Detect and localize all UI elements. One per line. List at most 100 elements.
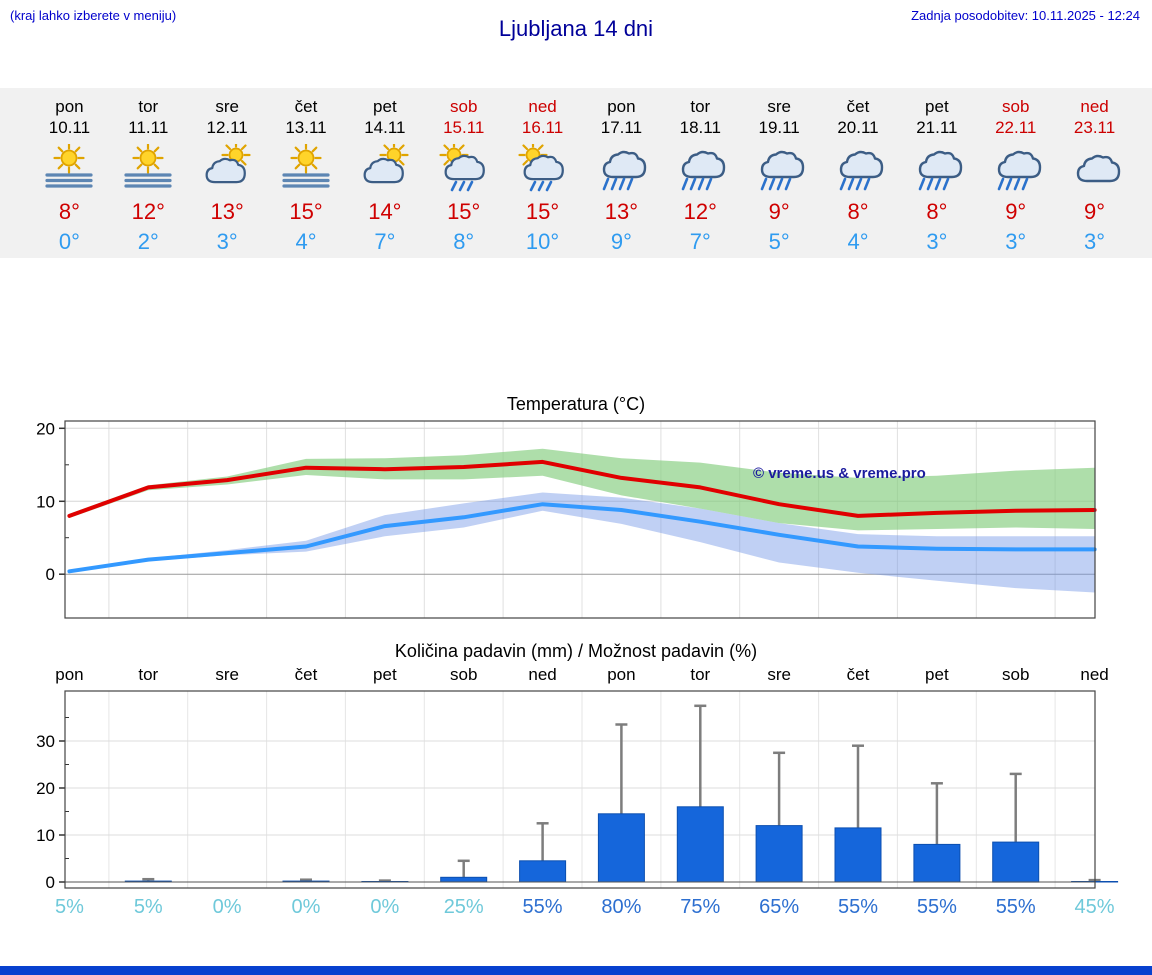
day-name: pet — [925, 97, 949, 116]
day-temp-min: 4° — [847, 229, 869, 254]
temperature-plot: 0 10 20 © vreme.us & vreme.pro — [36, 419, 1097, 619]
day-name: pon — [607, 97, 636, 116]
sun-showers-icon — [503, 140, 582, 194]
day-temp-min: 3° — [1084, 229, 1106, 254]
temperature-chart: 0 10 20 © vreme.us & vreme.pro — [0, 418, 1152, 623]
day-temp-max: 8° — [847, 199, 869, 224]
forecast-strip: pon 10.11 8° 0° tor 11.11 12° 2° sre 12.11 13° 3° če… — [0, 88, 1152, 258]
day-temp-min: 9° — [610, 229, 632, 254]
precip-day-label: sob — [1002, 665, 1030, 684]
precip-probability: 55% — [522, 896, 563, 918]
day-name: pon — [55, 97, 84, 116]
day-temp-min: 2° — [137, 229, 159, 254]
day-temp-max: 12° — [131, 199, 165, 224]
day-column: tor 18.11 12° 7° — [661, 96, 740, 255]
day-name: sre — [767, 97, 791, 116]
temperatura max-line — [67, 459, 1097, 518]
forecast-strip-grid: pon 10.11 8° 0° tor 11.11 12° 2° sre 12.11 13° 3° če… — [30, 96, 1134, 255]
precip-day-label: tor — [138, 665, 159, 684]
footer-bar — [0, 966, 1152, 975]
day-temp-min: 0° — [58, 229, 80, 254]
day-column: pon 17.11 13° 9° — [582, 96, 661, 255]
day-column: čet 13.11 15° 4° — [267, 96, 346, 255]
last-update: Zadnja posodobitev: 10.11.2025 - 12:24 — [911, 8, 1140, 23]
day-temp-min: 10° — [525, 229, 560, 254]
precip-probability-row: 5% 5% 0% 0% 0% 25% 55% 80% 75% 65% 55% 55% 55% 45% — [30, 896, 1134, 928]
rain-icon — [976, 144, 1055, 194]
precip-day-label: čet — [294, 665, 318, 684]
precip-probability: 45% — [1074, 896, 1115, 918]
sun-fog-icon — [109, 142, 188, 194]
sun-showers-icon — [424, 140, 503, 194]
day-temp-max: 13° — [210, 199, 244, 224]
day-name: ned — [528, 97, 557, 116]
precip-probability: 80% — [601, 896, 642, 918]
rain-icon — [661, 144, 740, 194]
day-temp-max: 9° — [1084, 199, 1106, 224]
day-temp-max: 9° — [1005, 199, 1027, 224]
day-name: ned — [1080, 97, 1109, 116]
day-column: pet 14.11 14° 7° — [345, 96, 424, 255]
precip-day-label: pet — [373, 665, 397, 684]
day-name: sob — [450, 97, 478, 116]
day-temp-max: 8° — [58, 199, 80, 224]
day-column: sre 12.11 13° 3° — [188, 96, 267, 255]
day-temp-max: 14° — [368, 199, 402, 224]
day-name: sob — [1002, 97, 1030, 116]
precip-bar — [676, 806, 724, 883]
sun-fog-icon — [30, 142, 109, 194]
day-temp-min: 8° — [453, 229, 475, 254]
day-temp-max: 13° — [604, 199, 639, 224]
day-date: 21.11 — [916, 118, 958, 137]
watermark: © vreme.us & vreme.pro — [753, 465, 926, 482]
day-temp-min: 3° — [926, 229, 948, 254]
day-name: sre — [215, 97, 239, 116]
day-date: 13.11 — [285, 118, 327, 137]
precip-day-label: čet — [846, 665, 870, 684]
svg-text:0: 0 — [46, 565, 55, 584]
day-column: sob 15.11 15° 8° — [424, 96, 503, 255]
day-date: 23.11 — [1073, 118, 1116, 137]
day-date: 12.11 — [206, 118, 248, 137]
precip-bar — [834, 827, 882, 883]
location-menu-note: (kraj lahko izberete v meniju) — [10, 8, 177, 23]
day-name: tor — [690, 97, 711, 116]
day-name: čet — [846, 97, 870, 116]
precip-day-label: pon — [607, 665, 636, 684]
min-uncertainty-band — [69, 492, 1095, 593]
day-temp-max: 12° — [683, 199, 717, 224]
precip-bar — [519, 860, 567, 883]
precip-probability: 0% — [212, 896, 242, 918]
precip-bar — [913, 843, 961, 883]
precip-probability: 5% — [54, 896, 84, 918]
partly-cloudy-icon — [188, 140, 267, 194]
day-date: 14.11 — [364, 118, 406, 137]
day-temp-max: 15° — [447, 199, 481, 224]
precip-day-label: pet — [925, 665, 949, 684]
temperature-chart-title: Temperatura (°C) — [506, 394, 646, 414]
day-date: 10.11 — [48, 118, 91, 137]
precip-day-label: pon — [55, 665, 84, 684]
day-temp-min: 5° — [768, 229, 790, 254]
day-name: pet — [373, 97, 397, 116]
partly-cloudy-icon — [345, 140, 424, 194]
day-date: 15.11 — [443, 118, 485, 137]
rain-icon — [582, 144, 661, 194]
day-name: čet — [294, 97, 318, 116]
rain-icon — [740, 144, 819, 194]
cloudy-icon — [1055, 144, 1134, 194]
precip-probability: 5% — [133, 896, 163, 918]
day-column: pon 10.11 8° 0° — [30, 96, 109, 255]
day-temp-min: 3° — [216, 229, 238, 254]
day-temp-min: 7° — [374, 229, 396, 254]
precip-probability: 55% — [837, 896, 878, 918]
precip-day-label: sre — [215, 665, 239, 684]
page-title: Ljubljana 14 dni — [498, 16, 654, 41]
precip-plot: 0 10 20 30 — [36, 690, 1119, 892]
precip-day-label: ned — [1080, 665, 1109, 684]
precip-probability: 75% — [680, 896, 721, 918]
day-temp-max: 15° — [289, 199, 323, 224]
precip-chart: 0 10 20 30 — [0, 689, 1152, 894]
precip-bar — [597, 813, 645, 883]
precip-day-label: ned — [528, 665, 557, 684]
